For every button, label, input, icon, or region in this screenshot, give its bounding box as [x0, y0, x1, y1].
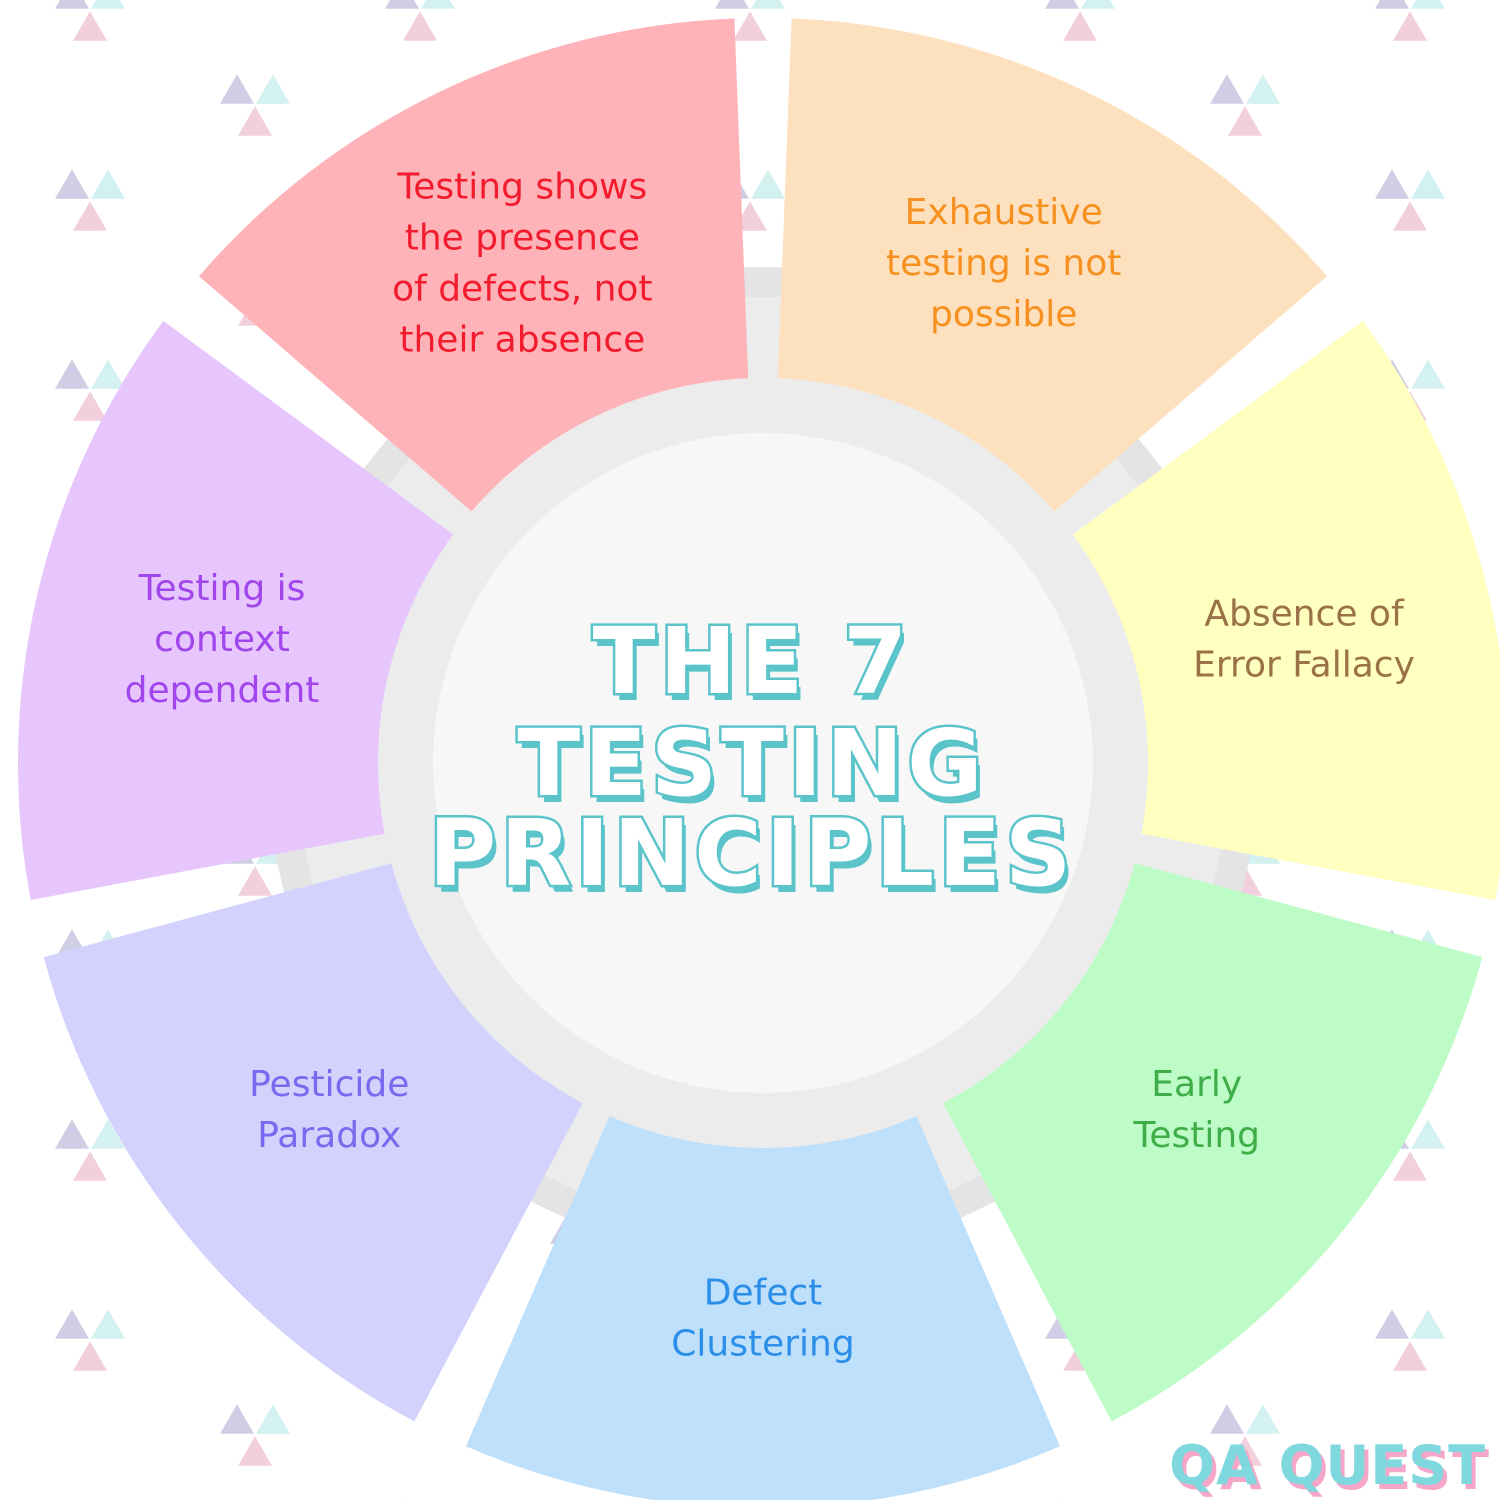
pattern-triangle [256, 74, 290, 104]
pattern-triangle [1246, 74, 1280, 104]
pattern-triangle [1393, 1341, 1427, 1371]
pattern-triangle [751, 0, 785, 9]
segment-shape [1072, 320, 1500, 901]
principle-segment: Absence of Error Fallacy [1072, 320, 1500, 901]
pattern-triangle [1411, 0, 1445, 9]
pattern-triangle [421, 0, 455, 9]
title-line: PRINCIPLES [429, 800, 1075, 907]
pattern-triangle [91, 1119, 125, 1149]
pattern-triangle [1246, 1404, 1280, 1434]
principle-label: testing is not [886, 243, 1121, 284]
pattern-triangle [73, 1151, 107, 1181]
pattern-triangle [1210, 1404, 1244, 1434]
principle-segments: Testing shows the presence of defects, not… [17, 18, 1500, 1500]
principle-label: Defect [704, 1273, 823, 1314]
segment-shape [43, 863, 583, 1422]
principle-segment: Early Testing [943, 863, 1483, 1422]
pattern-triangle [1393, 11, 1427, 41]
pattern-triangle [55, 1309, 89, 1339]
pattern-triangle [733, 11, 767, 41]
pattern-triangle [220, 1404, 254, 1434]
principle-segment: Testing is context dependent [17, 320, 454, 901]
title-shadow: PRINCIPLES [433, 807, 1079, 914]
principle-label: Exhaustive [905, 192, 1103, 233]
center-disc [433, 433, 1093, 1093]
principle-label: possible [930, 294, 1077, 335]
principle-label: dependent [125, 670, 320, 711]
segment-shape [199, 18, 749, 512]
pattern-triangle [751, 169, 785, 199]
pattern-triangle [238, 1436, 272, 1466]
pattern-triangle [91, 0, 125, 9]
pattern-triangle [73, 201, 107, 231]
pattern-triangle [1228, 106, 1262, 136]
title-shadow: TESTING [521, 717, 990, 824]
pattern-triangle [91, 169, 125, 199]
pattern-triangle [238, 866, 272, 896]
principle-label: Testing [1132, 1115, 1260, 1156]
principle-label: context [154, 619, 290, 660]
pattern-triangle [55, 0, 89, 9]
title-shadow: THE 7 [597, 615, 916, 722]
principle-label: Clustering [671, 1324, 854, 1365]
pattern-triangle [91, 359, 125, 389]
pattern-triangle [91, 1309, 125, 1339]
principle-segment: Testing shows the presence of defects, not… [199, 18, 749, 512]
pattern-triangle [73, 391, 107, 421]
pattern-triangle [385, 0, 419, 9]
pattern-triangle [1393, 1151, 1427, 1181]
principle-segment: Pesticide Paradox [43, 863, 583, 1422]
brand-logo-shadow: QA QUEST [1173, 1439, 1490, 1500]
brand-logo-text: QA QUEST [1169, 1434, 1486, 1497]
principle-label: Testing is [138, 568, 306, 609]
pattern-triangle [1411, 359, 1445, 389]
pattern-triangle [1375, 0, 1409, 9]
pattern-triangle [1411, 169, 1445, 199]
principle-segment: Exhaustive testing is not possible [777, 18, 1327, 512]
pattern-triangle [715, 0, 749, 9]
pattern-triangle [55, 359, 89, 389]
pattern-triangle [55, 169, 89, 199]
title-line: THE 7 [593, 608, 912, 715]
pattern-triangle [55, 1119, 89, 1149]
principle-label: Paradox [257, 1115, 401, 1156]
principle-label: Pesticide [249, 1064, 409, 1105]
pattern-triangle [1063, 11, 1097, 41]
pattern-triangle [1375, 1309, 1409, 1339]
pattern-triangle [1045, 0, 1079, 9]
pattern-triangle [1210, 74, 1244, 104]
pattern-triangle [1393, 201, 1427, 231]
title-line: TESTING [517, 710, 986, 817]
principle-label: the presence [405, 217, 640, 258]
pattern-triangle [73, 1341, 107, 1371]
segment-shape [943, 863, 1483, 1422]
principle-label: of defects, not [392, 268, 652, 309]
pattern-triangle [1411, 1119, 1445, 1149]
pattern-triangle [1081, 0, 1115, 9]
pattern-triangle [1375, 169, 1409, 199]
pattern-triangle [220, 74, 254, 104]
segment-shape [777, 18, 1327, 512]
segment-shape [17, 320, 454, 901]
segment-shape [465, 1116, 1061, 1500]
pattern-triangle [1228, 1436, 1262, 1466]
principle-segment: Defect Clustering [465, 1116, 1061, 1500]
principle-label: Testing shows [396, 166, 647, 207]
pattern-triangle [403, 11, 437, 41]
principle-label: Absence of [1204, 594, 1405, 635]
principle-label: Early [1151, 1064, 1242, 1105]
pattern-triangle [73, 11, 107, 41]
pattern-triangle [1411, 1309, 1445, 1339]
principle-label: Error Fallacy [1193, 645, 1415, 686]
pattern-triangle [256, 1404, 290, 1434]
pattern-triangle [238, 106, 272, 136]
principle-label: their absence [399, 319, 645, 360]
